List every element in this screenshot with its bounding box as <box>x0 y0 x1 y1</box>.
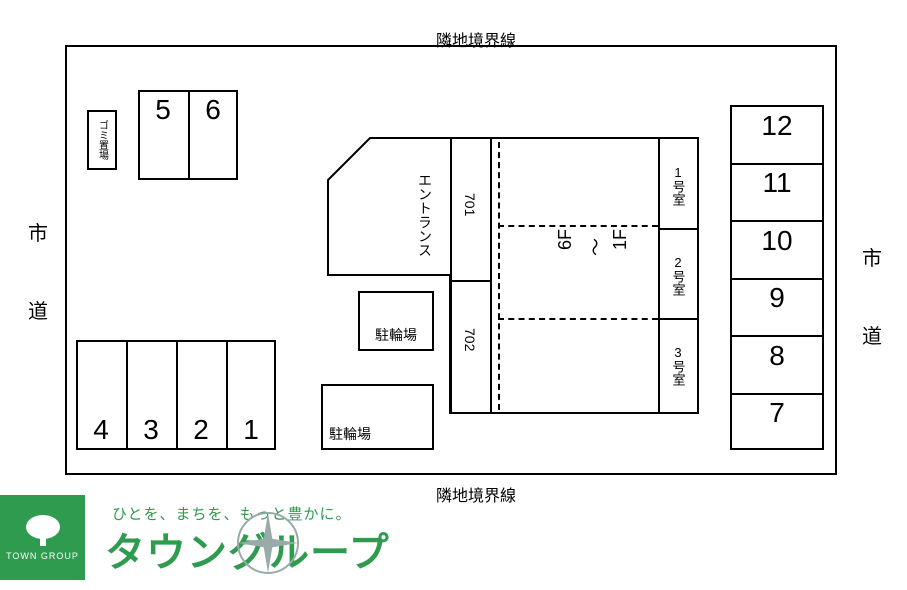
tree-icon <box>21 514 65 548</box>
floor-range-1f: 1F <box>610 229 631 250</box>
floor-range-tilde: 〜 <box>582 238 608 256</box>
room-3-text: 3号室 <box>669 345 688 386</box>
room-1-label: 1号室 <box>665 150 691 220</box>
room-col-left <box>658 138 660 413</box>
dashed-divider-1 <box>498 225 658 227</box>
entrance-text: エントランス <box>415 173 435 257</box>
room-divider-1 <box>658 228 698 230</box>
room-divider-2 <box>658 318 698 320</box>
room-2-label: 2号室 <box>665 240 691 310</box>
compass-icon <box>235 510 301 576</box>
entrance-label: エントランス <box>410 155 440 275</box>
building-wall-b <box>490 138 492 413</box>
town-group-logo: TOWN GROUP <box>0 495 85 580</box>
parking-spot-11: 11 <box>730 163 824 204</box>
unit-701-label: 701 <box>458 175 482 235</box>
unit-702-label: 702 <box>458 310 482 370</box>
room-3-label: 3号室 <box>665 330 691 400</box>
room-1-text: 1号室 <box>669 165 688 206</box>
room-2-text: 2号室 <box>669 255 688 296</box>
building-wall-a <box>450 138 452 413</box>
building-divider-701-702 <box>450 280 490 282</box>
parking-spot-10: 10 <box>730 220 824 261</box>
town-group-label: TOWN GROUP <box>6 551 79 561</box>
floor-range-6f: 6F <box>555 229 576 250</box>
parking-spot-7: 7 <box>730 393 824 434</box>
parking-spot-12: 12 <box>730 105 824 146</box>
dashed-wall-left <box>498 142 500 410</box>
site-plan-canvas: 隣地境界線 隣地境界線 市道 市道 ゴミ置場 5 6 4 3 2 1 駐輪場 駐… <box>0 0 907 590</box>
dashed-divider-2 <box>498 318 658 320</box>
unit-702-text: 702 <box>462 328 478 351</box>
parking-spot-8: 8 <box>730 335 824 376</box>
parking-spot-9: 9 <box>730 278 824 319</box>
unit-701-text: 701 <box>462 193 478 216</box>
